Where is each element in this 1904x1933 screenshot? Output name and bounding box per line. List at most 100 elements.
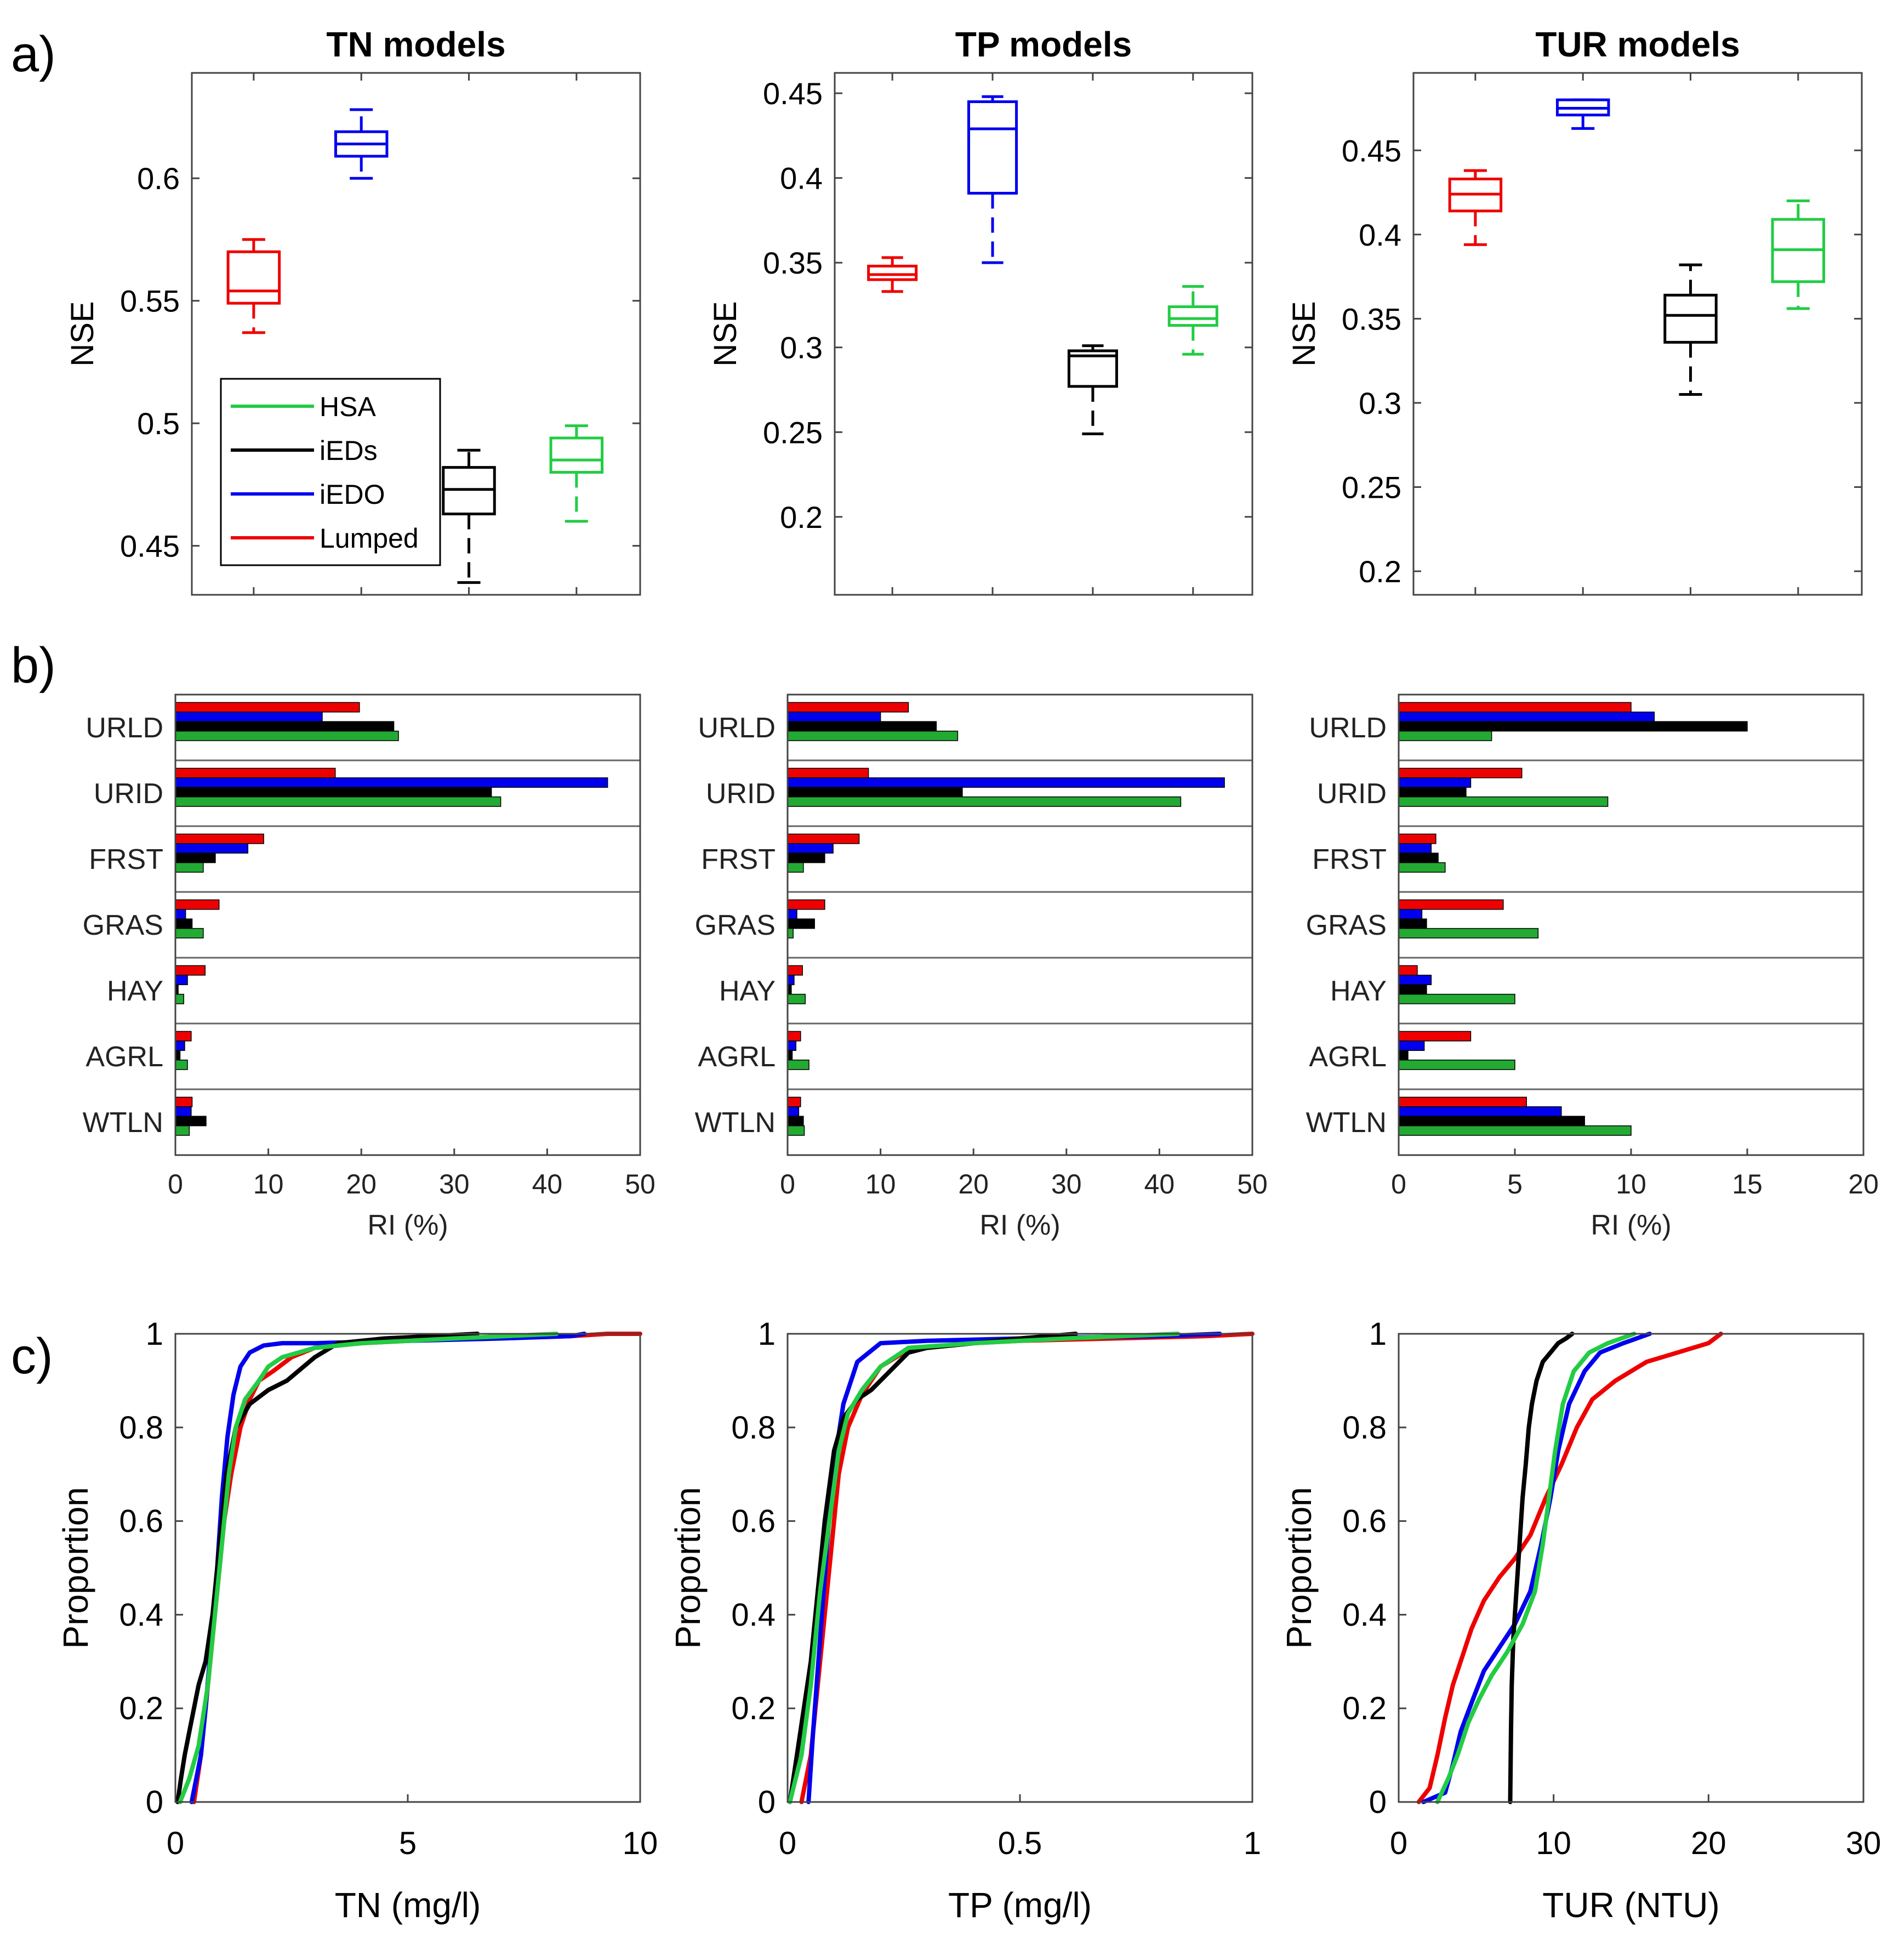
bar-iEDO <box>175 843 249 854</box>
cdf-line-Lumped <box>191 1332 642 1804</box>
legend-box <box>220 378 441 566</box>
category-label: URLD <box>698 712 776 744</box>
bar-Lumped <box>787 899 825 910</box>
box-body <box>967 100 1018 195</box>
y-tick-label: 0 <box>1369 1784 1387 1820</box>
bar-iEDs <box>175 918 193 929</box>
panel-label-c: c) <box>11 1328 53 1384</box>
bar-iEDs <box>1398 852 1439 863</box>
x-tick-label: 10 <box>253 1169 284 1199</box>
category-label: WTLN <box>83 1107 163 1139</box>
bar-iEDs <box>1398 984 1427 995</box>
bar-Lumped <box>787 702 909 713</box>
bar-iEDO <box>1398 1106 1562 1117</box>
bar-HSA <box>175 1059 188 1070</box>
box-iEDO <box>1555 98 1610 130</box>
x-axis-label: TN (mg/l) <box>335 1885 481 1925</box>
y-tick-label: 0 <box>758 1784 776 1820</box>
bar-iEDO <box>175 1041 185 1051</box>
category-label: URID <box>94 778 163 810</box>
cdf-line-iEDs <box>1508 1332 1575 1804</box>
x-axis-label: RI (%) <box>367 1209 448 1241</box>
box-tp: TP models NSE 0.2 0.25 0.3 0.35 0.4 0.45 <box>708 25 1253 596</box>
bar-HSA <box>175 1125 190 1136</box>
x-tick-label: 5 <box>1507 1169 1523 1199</box>
cdf-line-Lumped <box>1416 1332 1723 1804</box>
x-tick-label: 10 <box>1536 1826 1571 1861</box>
category-label: GRAS <box>695 909 776 941</box>
x-tick-label: 0 <box>168 1169 183 1199</box>
bar-iEDO <box>787 1106 800 1117</box>
box-iEDs <box>1067 344 1118 435</box>
x-tick-label: 40 <box>1144 1169 1175 1199</box>
bar-HSA <box>787 993 806 1004</box>
bar-Lumped <box>1398 965 1418 976</box>
x-tick-label: 0 <box>1390 1826 1407 1861</box>
y-axis-label: Proportion <box>668 1487 708 1648</box>
bar-Lumped <box>787 833 860 844</box>
bar-iEDO <box>787 777 1225 788</box>
y-tick-label: 0.2 <box>731 1691 776 1726</box>
y-tick-label: 0.45 <box>763 76 823 111</box>
x-tick-label: 0.5 <box>998 1826 1042 1861</box>
box-body <box>1167 305 1218 327</box>
box-HSA <box>1771 199 1826 310</box>
bar-iEDO <box>787 712 881 722</box>
bar-Lumped <box>787 965 803 976</box>
cdf-line-HSA <box>1435 1332 1637 1804</box>
category-label: AGRL <box>698 1041 776 1073</box>
category-label: FRST <box>89 844 163 875</box>
bar-iEDO <box>175 1106 192 1117</box>
bar-Lumped <box>175 833 264 844</box>
category-label: HAY <box>107 975 163 1007</box>
bar-HSA <box>787 928 794 939</box>
y-tick-label: 0.3 <box>780 331 823 365</box>
bar-iEDs <box>787 918 815 929</box>
y-tick-label: 0.4 <box>731 1597 776 1633</box>
bar-Lumped <box>175 767 336 778</box>
bar-iEDs <box>175 721 395 732</box>
bar-iEDs <box>175 787 492 798</box>
legend-label-iEDs: iEDs <box>320 435 378 466</box>
panel-label-b: b) <box>11 638 56 693</box>
legend-label-iEDO: iEDO <box>320 479 385 510</box>
chart-title: TP models <box>955 25 1132 64</box>
chart-title: TN models <box>326 25 505 64</box>
bar-iEDO <box>175 909 186 919</box>
y-tick-label: 0.2 <box>780 500 823 535</box>
bar-iEDs <box>1398 918 1427 929</box>
x-tick-label: 30 <box>1051 1169 1082 1199</box>
y-tick-label: 0.2 <box>119 1691 163 1726</box>
bar-Lumped <box>175 1096 193 1107</box>
bar-iEDs <box>787 852 825 863</box>
bar-Lumped <box>787 767 869 778</box>
bar-Lumped <box>1398 899 1504 910</box>
bar-iEDO <box>787 1041 797 1051</box>
legend: HSA iEDs iEDO Lumped <box>220 378 441 566</box>
cdf-line-iEDO <box>1421 1332 1652 1804</box>
bar-HSA <box>175 796 501 807</box>
cdf-tp: 0 0.2 0.4 0.6 0.8 1 0 0.5 1 TP (mg/l) Proportion <box>668 1316 1261 1925</box>
bar-iEDO <box>1398 975 1432 985</box>
bar-HSA <box>787 1125 805 1136</box>
x-tick-label: 10 <box>623 1826 658 1861</box>
category-label: HAY <box>1330 975 1387 1007</box>
x-tick-label: 15 <box>1732 1169 1763 1199</box>
bar-iEDO <box>175 712 323 722</box>
panel-label-a: a) <box>11 26 56 82</box>
x-tick-label: 20 <box>1691 1826 1726 1861</box>
bar-iEDO <box>787 909 797 919</box>
bar-Lumped <box>175 965 206 976</box>
bar-HSA <box>175 928 204 939</box>
x-axis-label: RI (%) <box>1591 1209 1671 1241</box>
bar-HSA <box>787 730 959 741</box>
cdf-line-iEDs <box>788 1332 1078 1804</box>
bar-HSA <box>1398 993 1515 1004</box>
axes-frame <box>786 1333 1253 1803</box>
box-Lumped <box>1448 169 1503 246</box>
box-HSA <box>549 424 604 523</box>
